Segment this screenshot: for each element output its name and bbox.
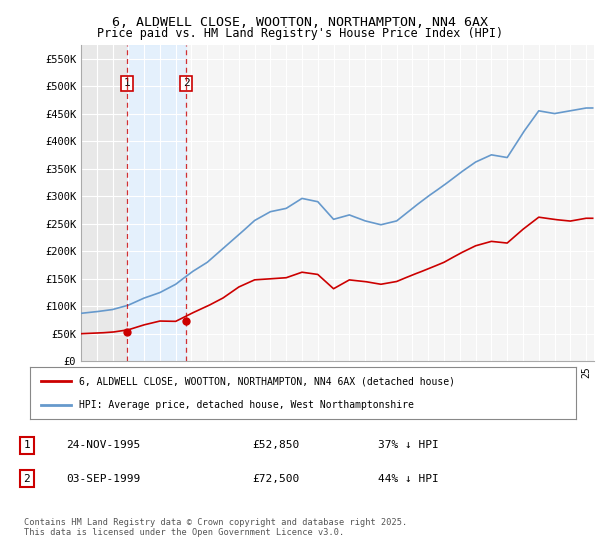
Text: Price paid vs. HM Land Registry's House Price Index (HPI): Price paid vs. HM Land Registry's House … bbox=[97, 27, 503, 40]
Text: 2: 2 bbox=[23, 474, 31, 484]
Bar bbox=[127, 45, 186, 361]
Text: £52,850: £52,850 bbox=[252, 440, 299, 450]
Text: Contains HM Land Registry data © Crown copyright and database right 2025.
This d: Contains HM Land Registry data © Crown c… bbox=[24, 518, 407, 538]
Text: £72,500: £72,500 bbox=[252, 474, 299, 484]
Text: 44% ↓ HPI: 44% ↓ HPI bbox=[378, 474, 439, 484]
Text: 24-NOV-1995: 24-NOV-1995 bbox=[66, 440, 140, 450]
Text: HPI: Average price, detached house, West Northamptonshire: HPI: Average price, detached house, West… bbox=[79, 400, 414, 410]
Text: 6, ALDWELL CLOSE, WOOTTON, NORTHAMPTON, NN4 6AX: 6, ALDWELL CLOSE, WOOTTON, NORTHAMPTON, … bbox=[112, 16, 488, 29]
Text: 03-SEP-1999: 03-SEP-1999 bbox=[66, 474, 140, 484]
Bar bbox=[81, 45, 127, 361]
Text: 37% ↓ HPI: 37% ↓ HPI bbox=[378, 440, 439, 450]
Text: 1: 1 bbox=[23, 440, 31, 450]
Text: 2: 2 bbox=[183, 78, 190, 88]
Text: 1: 1 bbox=[124, 78, 130, 88]
Text: 6, ALDWELL CLOSE, WOOTTON, NORTHAMPTON, NN4 6AX (detached house): 6, ALDWELL CLOSE, WOOTTON, NORTHAMPTON, … bbox=[79, 376, 455, 386]
